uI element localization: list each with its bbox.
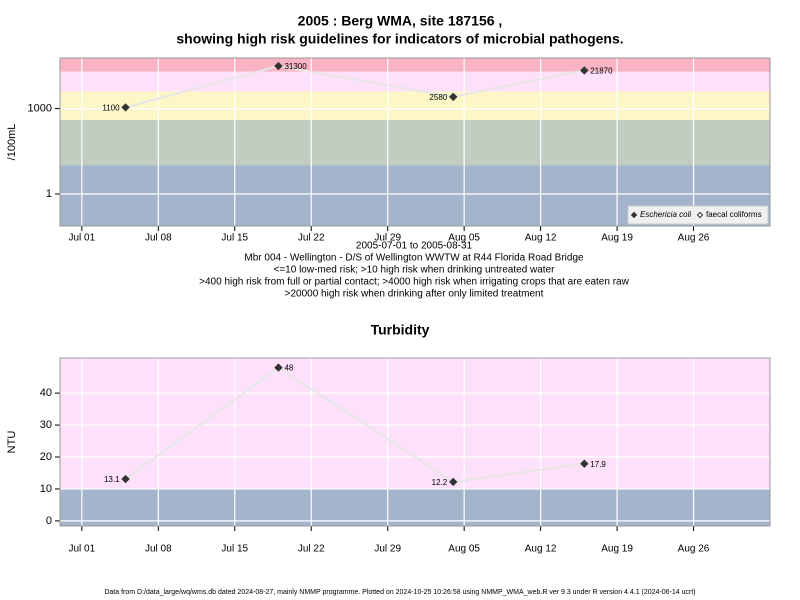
x-tick-label: Jul 22	[298, 233, 325, 244]
data-point	[580, 66, 589, 75]
data-label: 12.2	[432, 478, 448, 487]
y-tick-label: 40	[40, 387, 52, 399]
y-axis-label: NTU	[6, 431, 18, 454]
x-tick-label: Aug 26	[678, 544, 710, 555]
x-tick-label: Jul 15	[221, 544, 248, 555]
risk-band	[60, 71, 770, 92]
x-tick-label: Aug 12	[525, 233, 557, 244]
risk-band	[60, 119, 770, 166]
data-label: 48	[284, 364, 293, 373]
data-point	[580, 459, 589, 468]
x-tick-label: Aug 05	[448, 233, 480, 244]
plot-frame	[59, 57, 771, 227]
risk-band	[60, 488, 770, 526]
y-tick-label: 1	[46, 188, 52, 200]
x-tick-label: Jul 08	[145, 233, 172, 244]
y-tick-label: 20	[40, 451, 52, 463]
note: Mbr 004 - Wellington - D/S of Wellington…	[244, 253, 584, 264]
x-tick-label: Jul 08	[145, 544, 172, 555]
x-tick-label: Jul 22	[298, 544, 325, 555]
y-axis-label: /100mL	[6, 124, 18, 161]
data-point	[274, 363, 283, 372]
chart-title: 2005 : Berg WMA, site 187156 ,	[298, 13, 503, 29]
note: <=10 low-med risk; >10 high risk when dr…	[274, 265, 556, 276]
x-tick-label: Jul 15	[221, 233, 248, 244]
data-label: 17.9	[590, 460, 606, 469]
data-point	[121, 474, 130, 484]
note: 2005-07-01 to 2005-08-31	[356, 241, 473, 252]
note: >20000 high risk when drinking after onl…	[285, 289, 544, 300]
risk-band	[60, 358, 770, 489]
data-label: 13.1	[104, 475, 120, 484]
legend-label: Eschericia coli	[640, 210, 691, 219]
data-point	[121, 103, 130, 112]
data-point	[449, 477, 458, 487]
note: >400 high risk from full or partial cont…	[199, 277, 629, 288]
risk-band	[60, 58, 770, 72]
x-tick-label: Aug 12	[525, 544, 557, 555]
x-tick-label: Aug 05	[448, 544, 480, 555]
legend-marker	[696, 211, 704, 219]
risk-band	[60, 91, 770, 120]
data-label: 2580	[429, 93, 447, 102]
footer: Data from D:/data_large/wq/wms.db dated …	[104, 589, 695, 596]
data-label: 21870	[590, 67, 613, 76]
x-tick-label: Jul 01	[69, 233, 96, 244]
y-tick-label: 30	[40, 419, 52, 431]
data-point	[274, 61, 283, 71]
series-line	[125, 65, 585, 109]
data-label: 31300	[284, 62, 307, 71]
y-tick-label: 0	[46, 515, 52, 527]
chart-subtitle: showing high risk guidelines for indicat…	[176, 31, 623, 47]
plot-frame	[59, 357, 771, 527]
x-tick-label: Aug 19	[601, 544, 633, 555]
x-tick-label: Jul 01	[69, 544, 96, 555]
x-tick-label: Jul 29	[374, 233, 401, 244]
data-point	[449, 92, 458, 102]
chart-title: Turbidity	[371, 322, 430, 338]
x-tick-label: Aug 26	[678, 233, 710, 244]
y-tick-label: 10	[40, 483, 52, 495]
legend-label: faecal coliforms	[706, 210, 762, 219]
legend-marker	[630, 211, 638, 219]
series-line	[124, 366, 585, 483]
x-tick-label: Jul 29	[374, 544, 401, 555]
data-label: 1100	[102, 104, 120, 113]
y-tick-label: 1000	[28, 103, 52, 115]
x-tick-label: Aug 19	[601, 233, 633, 244]
